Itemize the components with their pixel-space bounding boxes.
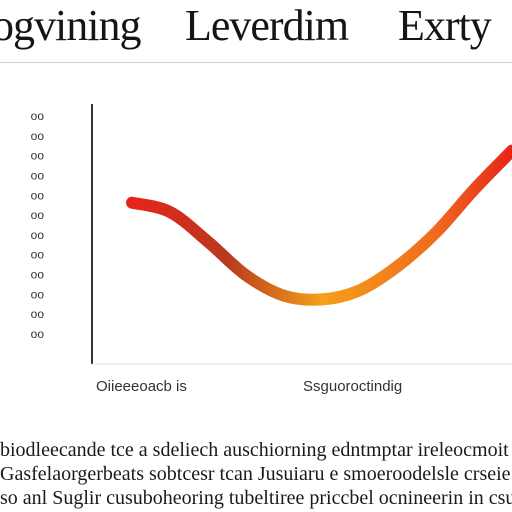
y-tick-label: oo [31, 129, 45, 143]
y-tick-label: oo [31, 327, 45, 341]
y-tick-labels: oo oo oo oo oo oo oo oo oo oo oo oo [31, 109, 45, 341]
y-tick-label: oo [31, 208, 45, 222]
chart-title: ogvining Leverdim Exrty [0, 0, 512, 52]
y-tick-label: oo [31, 149, 45, 163]
y-tick-label: oo [31, 307, 45, 321]
y-tick-label: oo [31, 248, 45, 262]
axis-caption-left: Oiieeeoacb is [96, 378, 187, 395]
y-tick-label: oo [31, 268, 45, 282]
body-line-1: biodleecande tce a sdeliech auschiorning… [0, 439, 509, 461]
body-line-3: so anl Suglir cusuboheoring tubeltiree p… [0, 487, 512, 509]
title-divider [0, 62, 512, 63]
series-line [126, 144, 512, 306]
axis-caption-right: Ssguoroctindig [303, 378, 403, 395]
y-tick-label: oo [31, 168, 45, 182]
body-text: biodleecande tce a sdeliech auschiorning… [0, 438, 512, 512]
chart-title-word-1: ogvining [0, 1, 141, 50]
y-tick-label: oo [31, 188, 45, 202]
body-line-2: Gasfelaorgerbeats sobtcesr tcan Jusuiaru… [0, 463, 511, 485]
y-tick-label: oo [31, 228, 45, 242]
chart-title-word-2: Leverdim [185, 1, 349, 50]
y-tick-label: oo [31, 109, 45, 123]
chart-title-word-3: Exrty [398, 1, 492, 50]
y-tick-label: oo [31, 287, 45, 301]
line-chart: oo oo oo oo oo oo oo oo oo oo oo oo [31, 104, 512, 365]
